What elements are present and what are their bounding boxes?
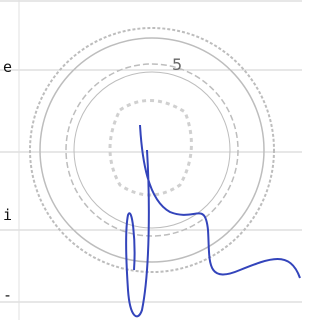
margin-label: - — [3, 286, 12, 304]
seal-inner-ring — [74, 72, 230, 228]
signature — [126, 125, 300, 316]
seal — [30, 28, 274, 272]
scan: 5 — [0, 0, 302, 320]
seal-inner-ring — [66, 64, 238, 236]
document-page: 5 e i - — [0, 0, 302, 320]
margin-label: i — [3, 206, 12, 224]
seal-emblem — [110, 100, 191, 195]
margin-label: e — [3, 58, 12, 76]
seal-number: 5 — [172, 55, 182, 74]
